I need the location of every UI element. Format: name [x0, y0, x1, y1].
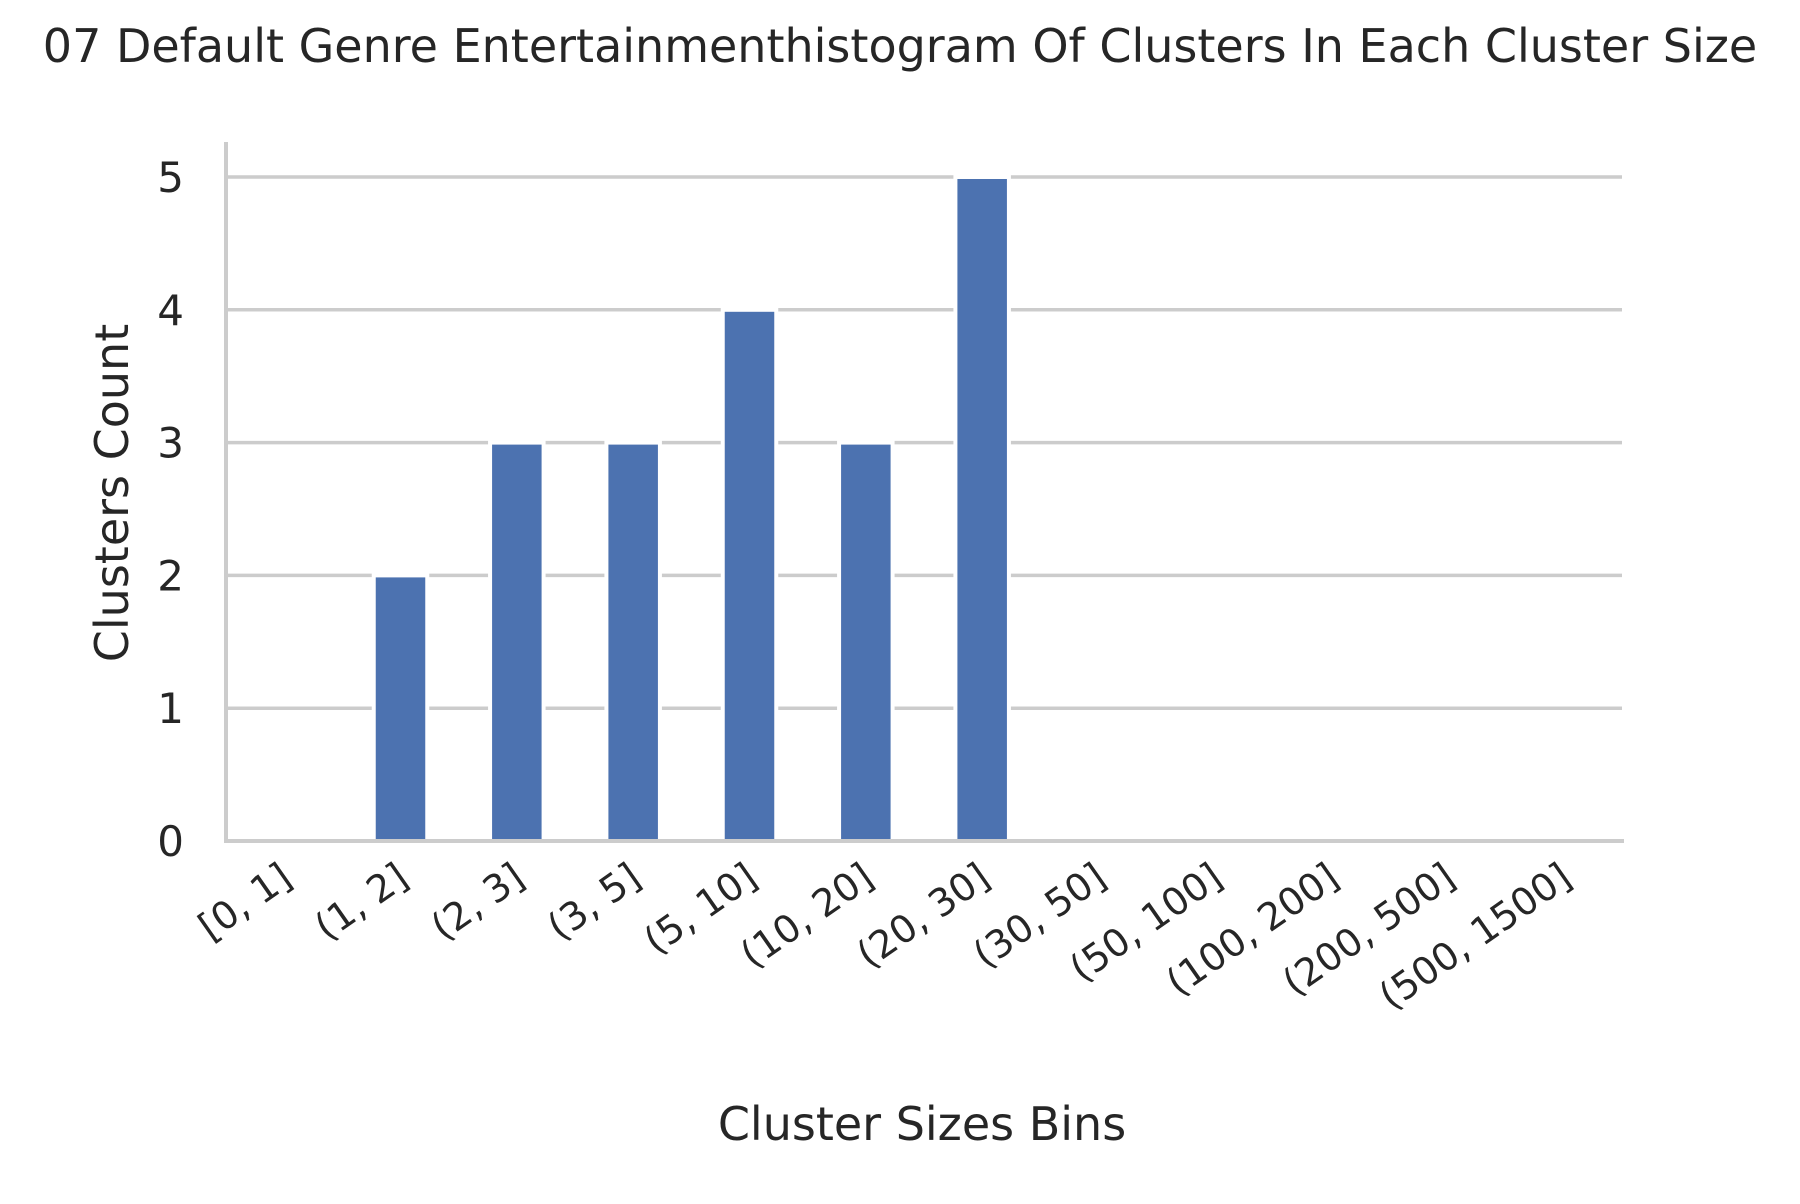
y-tick-label: 2 [157, 551, 184, 600]
x-tick-labels: [0, 1] (1, 2] (2, 3] (3, 5](5, 10](10, 20](… [190, 854, 1579, 1018]
x-tick-label: (1, 2] [307, 854, 416, 949]
x-tick-label: (3, 5] [539, 854, 648, 949]
x-tick-label: (2, 3] [423, 854, 532, 949]
axes [224, 142, 1624, 843]
bar [488, 440, 546, 843]
y-tick-label: 0 [157, 817, 184, 866]
y-tick-label: 3 [157, 419, 184, 468]
bar [953, 175, 1011, 843]
bars [371, 175, 1011, 844]
bar [371, 573, 430, 844]
x-tick-label: [0, 1] [190, 854, 299, 949]
x-tick-label: (20, 30] [849, 854, 998, 976]
bar [837, 440, 895, 843]
bar [604, 440, 662, 843]
grid-lines [226, 175, 1622, 710]
x-tick-label: (10, 20] [732, 854, 881, 976]
y-tick-label: 4 [157, 286, 184, 335]
y-tick-label: 5 [157, 153, 184, 202]
y-axis-label: Clusters Count [85, 324, 139, 662]
y-tick-labels: 0 1 2 3 4 5 [157, 153, 184, 866]
bar [720, 307, 779, 843]
x-axis-label: Cluster Sizes Bins [718, 1097, 1126, 1151]
chart-title: 07 Default Genre Entertainmenthistogram … [43, 19, 1757, 73]
y-tick-label: 1 [157, 684, 184, 733]
